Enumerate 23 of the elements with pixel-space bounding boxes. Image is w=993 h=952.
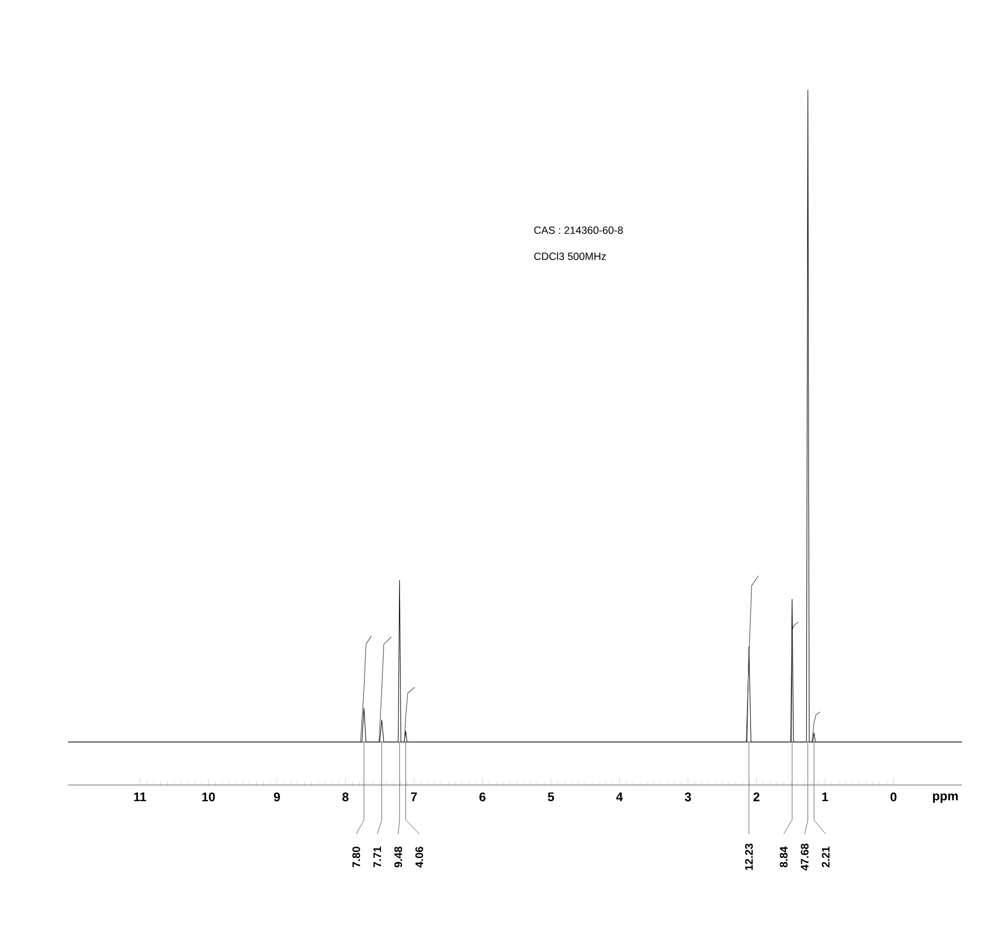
x-tick-label: 10: [202, 792, 215, 802]
x-tick-label: 1: [822, 792, 828, 802]
annotation: 8.84: [780, 846, 788, 868]
x-tick-label: 6: [479, 792, 486, 802]
annotation: CDCl3 500MHz: [534, 252, 606, 260]
x-tick-label: 7: [411, 792, 417, 802]
annotation: 7.71: [373, 846, 382, 868]
annotation: CAS : 214360-60-8: [534, 226, 623, 234]
x-tick-label: 11: [134, 792, 146, 802]
annotation: 7.80: [352, 846, 360, 868]
annotation: 9.48: [394, 846, 402, 868]
annotation: 12.23: [745, 844, 753, 870]
x-tick-label: 0: [890, 792, 896, 802]
annotation: 2.21: [822, 846, 830, 868]
annotation: 4.06: [415, 846, 424, 868]
x-tick-label: 8: [342, 792, 349, 802]
x-tick-label: 5: [548, 792, 554, 802]
x-tick-label: 9: [274, 792, 280, 802]
x-axis-title: ppm: [933, 794, 958, 803]
x-tick-label: 3: [684, 792, 691, 802]
x-tick-label: 2: [753, 792, 760, 802]
annotation: 47.68: [800, 844, 809, 871]
x-tick-label: 4: [616, 792, 623, 802]
